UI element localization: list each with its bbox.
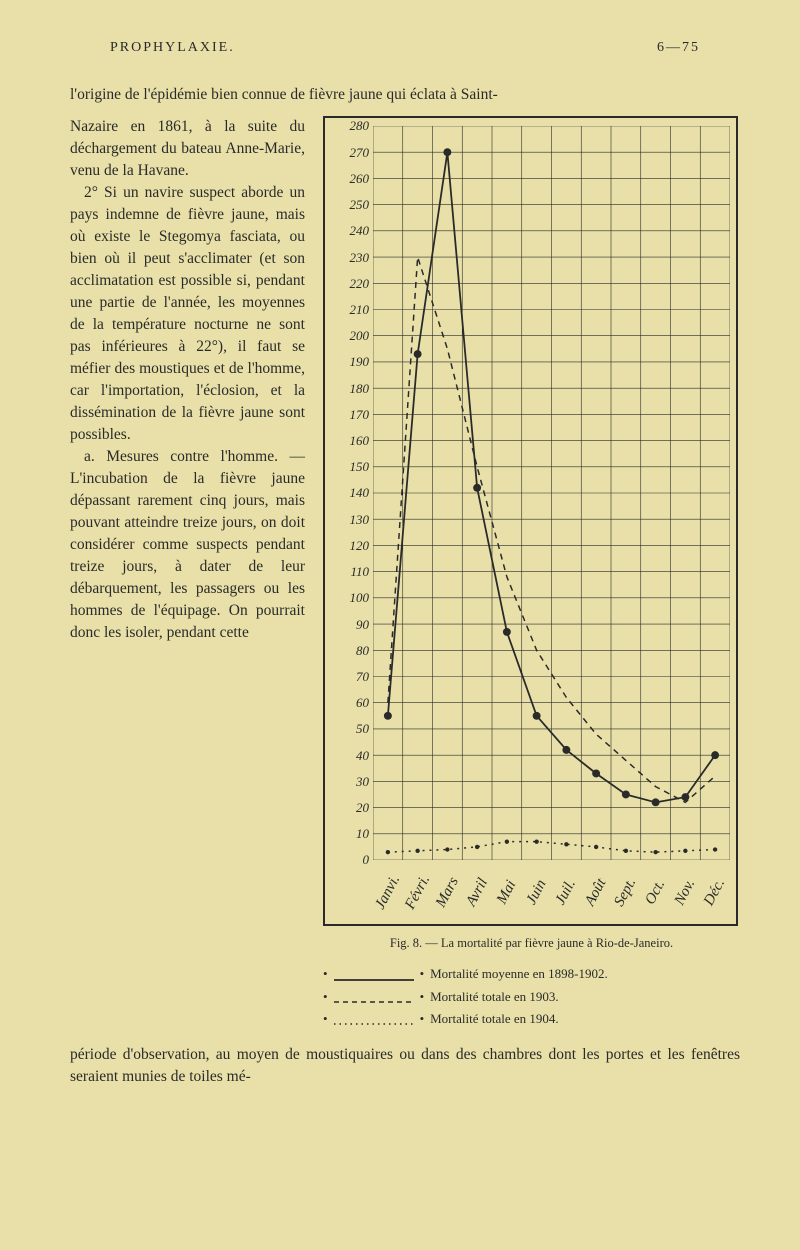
chart-svg xyxy=(373,126,730,860)
running-head-page: 6—75 xyxy=(657,40,700,56)
y-tick-label: 130 xyxy=(350,512,370,528)
y-tick-label: 140 xyxy=(350,485,370,501)
legend-row: •• Mortalité totale en 1904. xyxy=(323,1008,740,1030)
chart-frame: 2802702602502402302202102001901801701601… xyxy=(323,116,738,926)
x-tick-label: Déc. xyxy=(700,866,730,918)
x-tick-label: Nov. xyxy=(671,866,701,918)
y-tick-label: 10 xyxy=(356,826,369,842)
y-tick-label: 180 xyxy=(350,381,370,397)
y-tick-label: 70 xyxy=(356,669,369,685)
running-head: PROPHYLAXIE. 6—75 xyxy=(70,40,740,56)
x-tick-label: Sept. xyxy=(611,866,641,918)
legend-text: Mortalité totale en 1904. xyxy=(430,1008,559,1030)
page: PROPHYLAXIE. 6—75 l'origine de l'épidémi… xyxy=(0,0,800,1128)
body-para-2: 2° Si un navire suspect aborde un pays i… xyxy=(70,182,305,446)
y-tick-label: 0 xyxy=(363,852,370,868)
y-tick-label: 160 xyxy=(350,433,370,449)
y-tick-label: 30 xyxy=(356,774,369,790)
y-tick-label: 40 xyxy=(356,748,369,764)
y-tick-label: 210 xyxy=(350,302,370,318)
legend-row: •• Mortalité totale en 1903. xyxy=(323,986,740,1008)
body-text-column: Nazaire en 1861, à la suite du déchargem… xyxy=(70,116,305,1029)
y-tick-label: 80 xyxy=(356,643,369,659)
x-tick-label: Janvi. xyxy=(373,866,403,918)
y-tick-label: 150 xyxy=(350,459,370,475)
y-tick-label: 100 xyxy=(350,590,370,606)
y-tick-label: 170 xyxy=(350,407,370,423)
y-axis-labels: 2802702602502402302202102001901801701601… xyxy=(331,126,371,860)
y-tick-label: 200 xyxy=(350,328,370,344)
figure-caption: Fig. 8. — La mortalité par fièvre jaune … xyxy=(323,936,740,951)
x-tick-label: Août xyxy=(581,866,611,918)
legend-text: Mortalité totale en 1903. xyxy=(430,986,559,1008)
x-tick-label: Juin xyxy=(522,866,552,918)
y-tick-label: 50 xyxy=(356,721,369,737)
y-tick-label: 270 xyxy=(350,145,370,161)
y-tick-label: 60 xyxy=(356,695,369,711)
body-para-1: Nazaire en 1861, à la suite du déchargem… xyxy=(70,116,305,182)
y-tick-label: 260 xyxy=(350,171,370,187)
y-tick-label: 250 xyxy=(350,197,370,213)
x-tick-label: Mai xyxy=(492,866,522,918)
y-tick-label: 190 xyxy=(350,354,370,370)
legend-text: Mortalité moyenne en 1898-1902. xyxy=(430,963,608,985)
x-axis-labels: Janvi.Févri.MarsAvrilMaiJuinJuil.AoûtSep… xyxy=(373,866,730,918)
figure-column: 2802702602502402302202102001901801701601… xyxy=(323,116,740,1029)
y-tick-label: 230 xyxy=(350,250,370,266)
body-para-3: a. Mesures contre l'homme. — L'incubatio… xyxy=(70,446,305,644)
x-tick-label: Oct. xyxy=(641,866,671,918)
chart-plot-area xyxy=(373,126,730,860)
y-tick-label: 110 xyxy=(350,564,369,580)
tail-paragraph: période d'observation, au moyen de moust… xyxy=(70,1044,740,1088)
x-tick-label: Févri. xyxy=(403,866,433,918)
two-column-layout: Nazaire en 1861, à la suite du déchargem… xyxy=(70,116,740,1029)
x-tick-label: Juil. xyxy=(552,866,582,918)
y-tick-label: 20 xyxy=(356,800,369,816)
intro-line: l'origine de l'épidémie bien connue de f… xyxy=(70,84,740,106)
y-tick-label: 240 xyxy=(350,223,370,239)
running-head-center: PROPHYLAXIE. xyxy=(110,40,235,56)
legend-row: •• Mortalité moyenne en 1898-1902. xyxy=(323,963,740,985)
y-tick-label: 120 xyxy=(350,538,370,554)
x-tick-label: Mars xyxy=(433,866,463,918)
figure-legend: •• Mortalité moyenne en 1898-1902.•• Mor… xyxy=(323,963,740,1029)
y-tick-label: 90 xyxy=(356,617,369,633)
y-tick-label: 280 xyxy=(350,118,370,134)
x-tick-label: Avril xyxy=(462,866,492,918)
y-tick-label: 220 xyxy=(350,276,370,292)
